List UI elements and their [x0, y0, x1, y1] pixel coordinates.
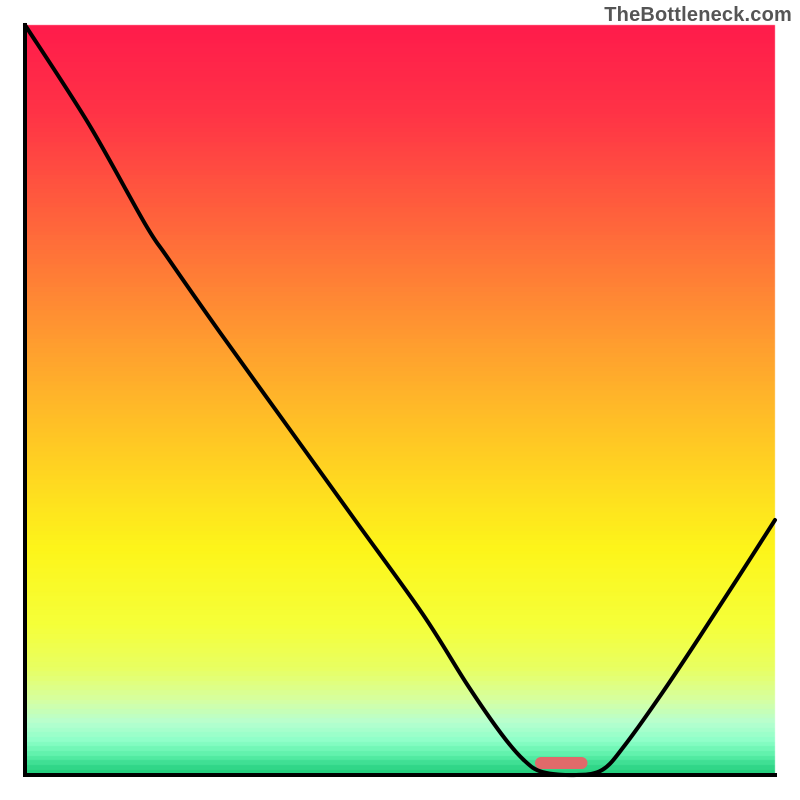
bottleneck-chart: TheBottleneck.com	[0, 0, 800, 800]
curve-overlay	[0, 0, 800, 800]
bottleneck-curve	[25, 25, 775, 775]
axes	[25, 25, 775, 775]
target-marker-group	[535, 757, 588, 769]
watermark-label: TheBottleneck.com	[604, 4, 792, 27]
target-marker	[535, 757, 588, 769]
